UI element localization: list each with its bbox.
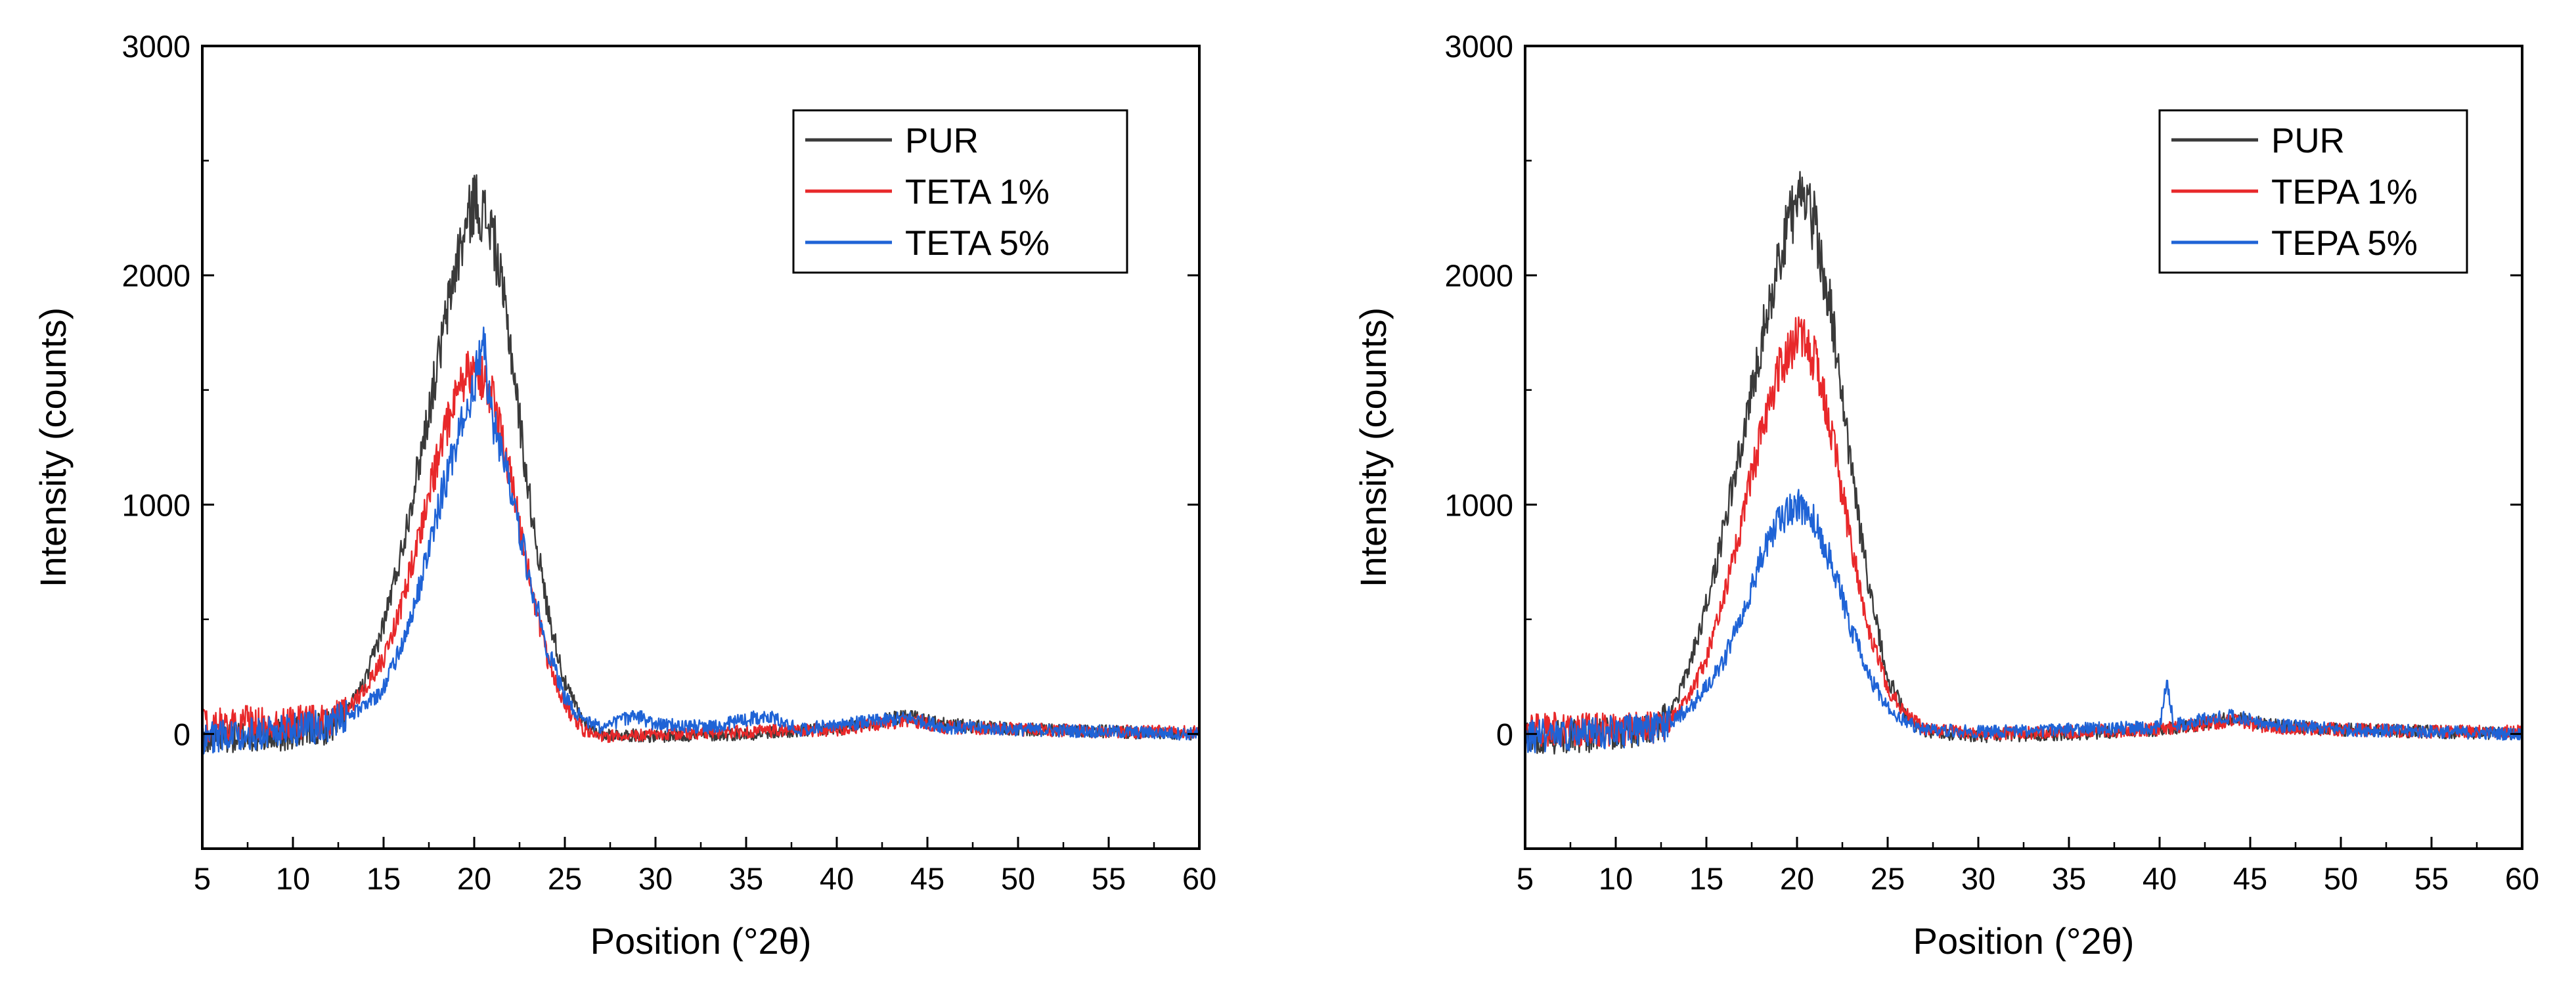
y-tick-label: 1000 <box>122 487 190 522</box>
y-axis-title: Intensity (counts) <box>32 307 74 587</box>
chart-panel-right: 5 10 15 20 25 30 35 40 45 50 55 60 0 1000 2000 3000 Posi… <box>1352 29 2539 962</box>
legend-label: TETA 5% <box>905 224 1050 263</box>
legend-label: PUR <box>905 122 979 160</box>
x-tick-label: 40 <box>820 861 854 896</box>
x-tick-label: 60 <box>2505 861 2539 896</box>
x-tick-label: 50 <box>1001 861 1035 896</box>
x-axis-title: Position (°2θ) <box>1913 920 2135 962</box>
x-tick-label: 55 <box>2414 861 2449 896</box>
chart-panel-left: 5 10 15 20 25 30 35 40 45 50 55 60 0 1000 2000 3000 Posi… <box>32 29 1216 962</box>
x-tick-label: 15 <box>366 861 401 896</box>
x-tick-label: 45 <box>910 861 944 896</box>
x-tick-label: 35 <box>729 861 763 896</box>
x-tick-label: 30 <box>1961 861 1995 896</box>
y-axis-title: Intensity (counts) <box>1352 307 1394 587</box>
series-line-tepa-5- <box>1525 489 2522 753</box>
x-tick-label: 20 <box>457 861 491 896</box>
series-line-tepa-1- <box>1525 316 2522 748</box>
x-tick-label: 35 <box>2052 861 2086 896</box>
x-tick-label: 20 <box>1780 861 1814 896</box>
legend-label: TEPA 5% <box>2271 224 2418 263</box>
y-tick-label: 3000 <box>1444 29 1513 64</box>
series-group <box>202 174 1199 755</box>
y-tick-label: 0 <box>1496 717 1513 751</box>
legend: PUR TETA 1% TETA 5% <box>792 109 1128 274</box>
y-tick-label: 2000 <box>122 258 190 293</box>
x-tick-label: 15 <box>1689 861 1723 896</box>
x-tick-label: 5 <box>1517 861 1534 896</box>
x-tick-label: 45 <box>2233 861 2267 896</box>
legend-label: TETA 1% <box>905 173 1050 212</box>
x-tick-label: 50 <box>2324 861 2358 896</box>
series-line-teta-1- <box>202 351 1199 744</box>
y-tick-label: 3000 <box>122 29 190 64</box>
legend-label: PUR <box>2271 122 2345 160</box>
x-tick-label: 60 <box>1182 861 1216 896</box>
x-tick-label: 25 <box>548 861 582 896</box>
x-tick-label: 10 <box>276 861 310 896</box>
series-line-teta-5- <box>202 326 1199 755</box>
x-tick-label: 55 <box>1092 861 1126 896</box>
y-tick-label: 2000 <box>1444 258 1513 293</box>
legend-label: TEPA 1% <box>2271 173 2418 212</box>
legend: PUR TEPA 1% TEPA 5% <box>2158 109 2468 274</box>
series-group <box>1525 171 2522 755</box>
x-tick-label: 30 <box>638 861 673 896</box>
x-tick-label: 40 <box>2143 861 2177 896</box>
x-tick-label: 25 <box>1871 861 1905 896</box>
x-tick-label: 10 <box>1599 861 1633 896</box>
y-tick-label: 0 <box>173 717 190 751</box>
x-tick-label: 5 <box>194 861 211 896</box>
y-tick-label: 1000 <box>1444 487 1513 522</box>
x-axis-title: Position (°2θ) <box>590 920 812 962</box>
